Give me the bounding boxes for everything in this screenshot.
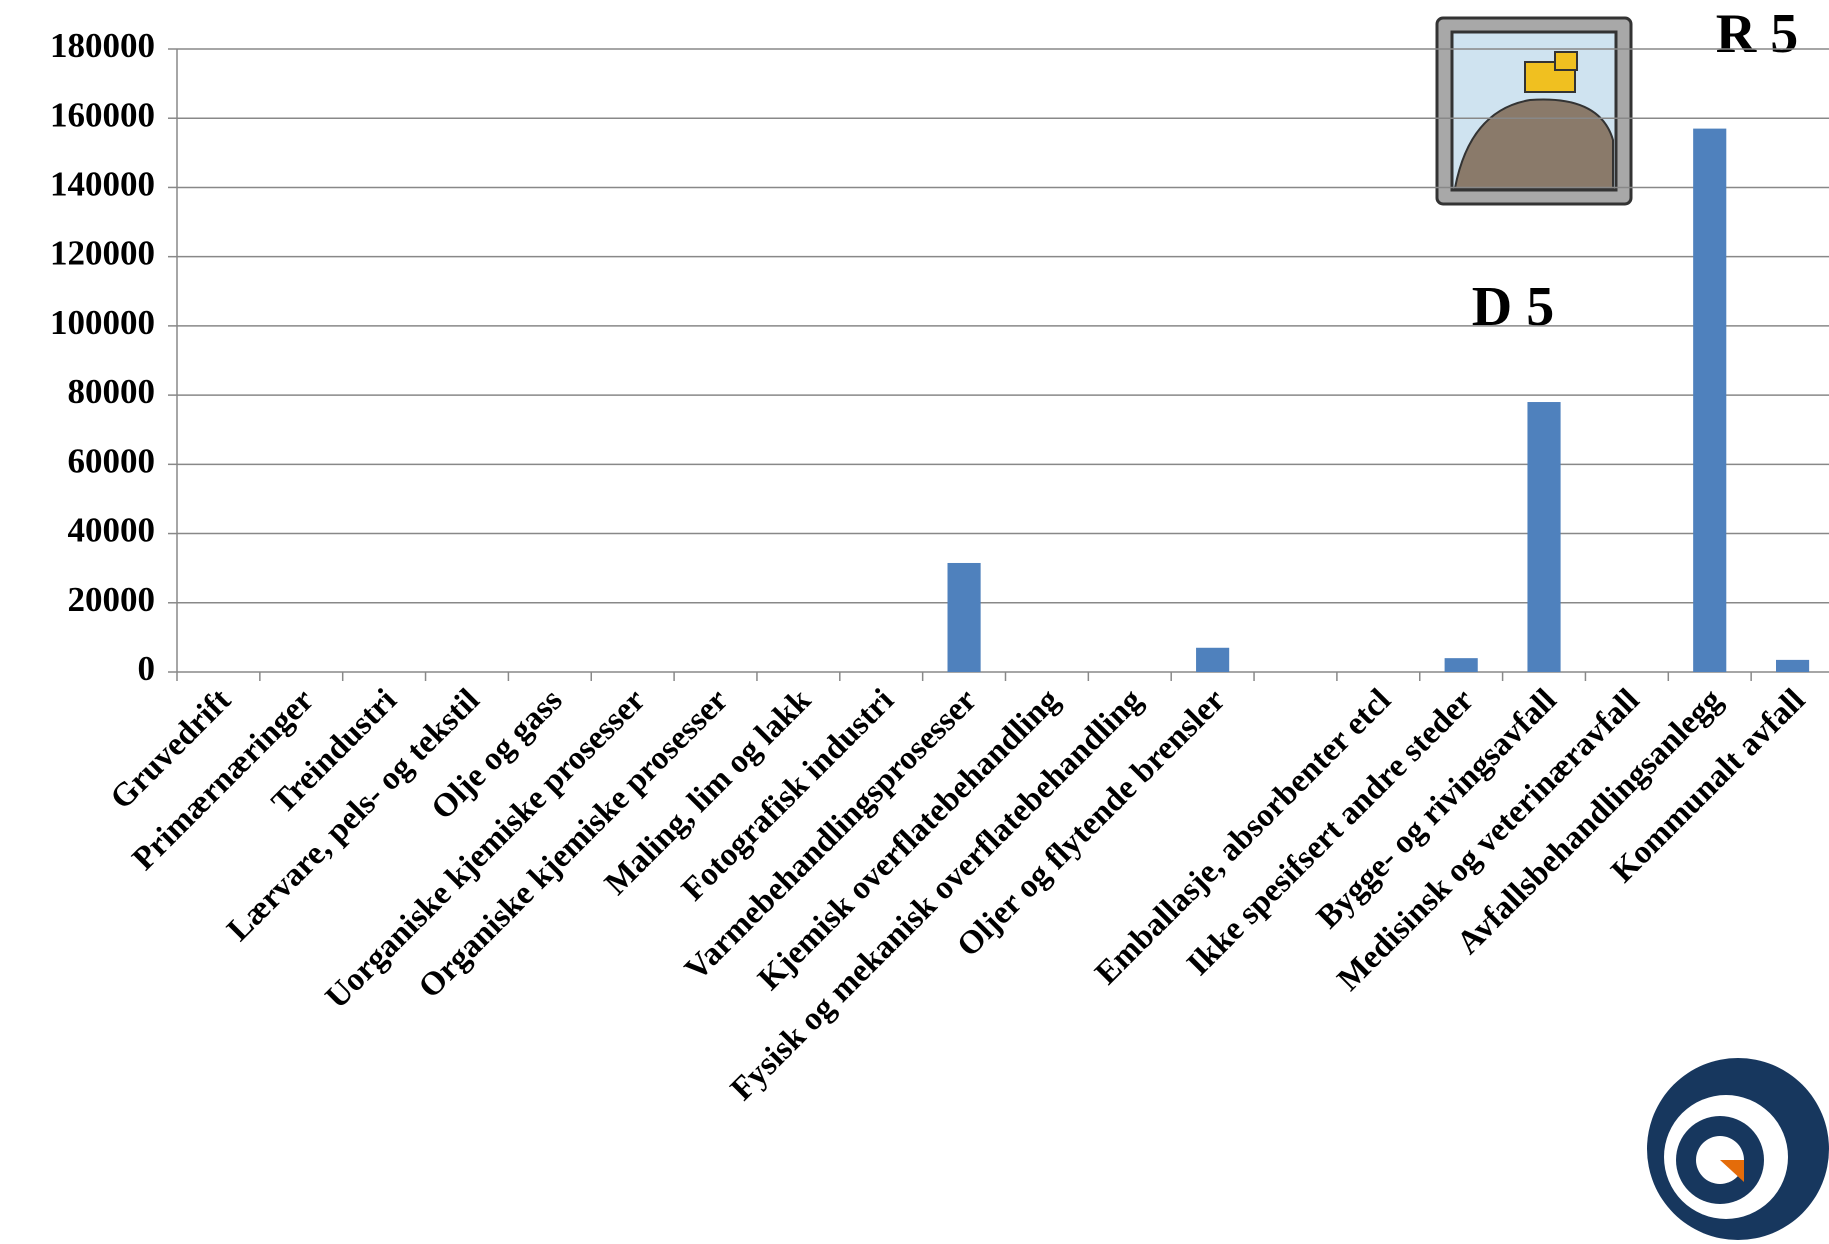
y-tick-label: 120000 <box>50 234 155 273</box>
bar <box>1196 647 1230 672</box>
y-tick-label: 60000 <box>68 441 156 480</box>
bar <box>1693 128 1727 672</box>
annotation: D 5 <box>1472 276 1554 338</box>
clipart <box>1435 16 1633 206</box>
annotation: R 5 <box>1716 3 1798 65</box>
x-tick-label: Kjemisk overflatebehandling <box>751 682 1067 998</box>
x-tick-label: Emballasje, absorbenter etcl <box>1088 682 1398 992</box>
bar <box>1527 402 1561 672</box>
y-tick-label: 160000 <box>50 95 155 134</box>
x-tick-label: Medisinsk og veterinæravfall <box>1331 682 1647 998</box>
bar <box>947 562 981 672</box>
y-tick-label: 0 <box>138 649 156 688</box>
y-tick-label: 20000 <box>68 580 156 619</box>
y-tick-label: 180000 <box>50 26 155 65</box>
y-tick-label: 140000 <box>50 164 155 203</box>
logo <box>1647 1058 1829 1240</box>
bar <box>1776 659 1810 672</box>
y-tick-label: 100000 <box>50 303 155 342</box>
y-tick-label: 40000 <box>68 511 156 550</box>
bar <box>1444 658 1478 672</box>
y-tick-label: 80000 <box>68 372 156 411</box>
